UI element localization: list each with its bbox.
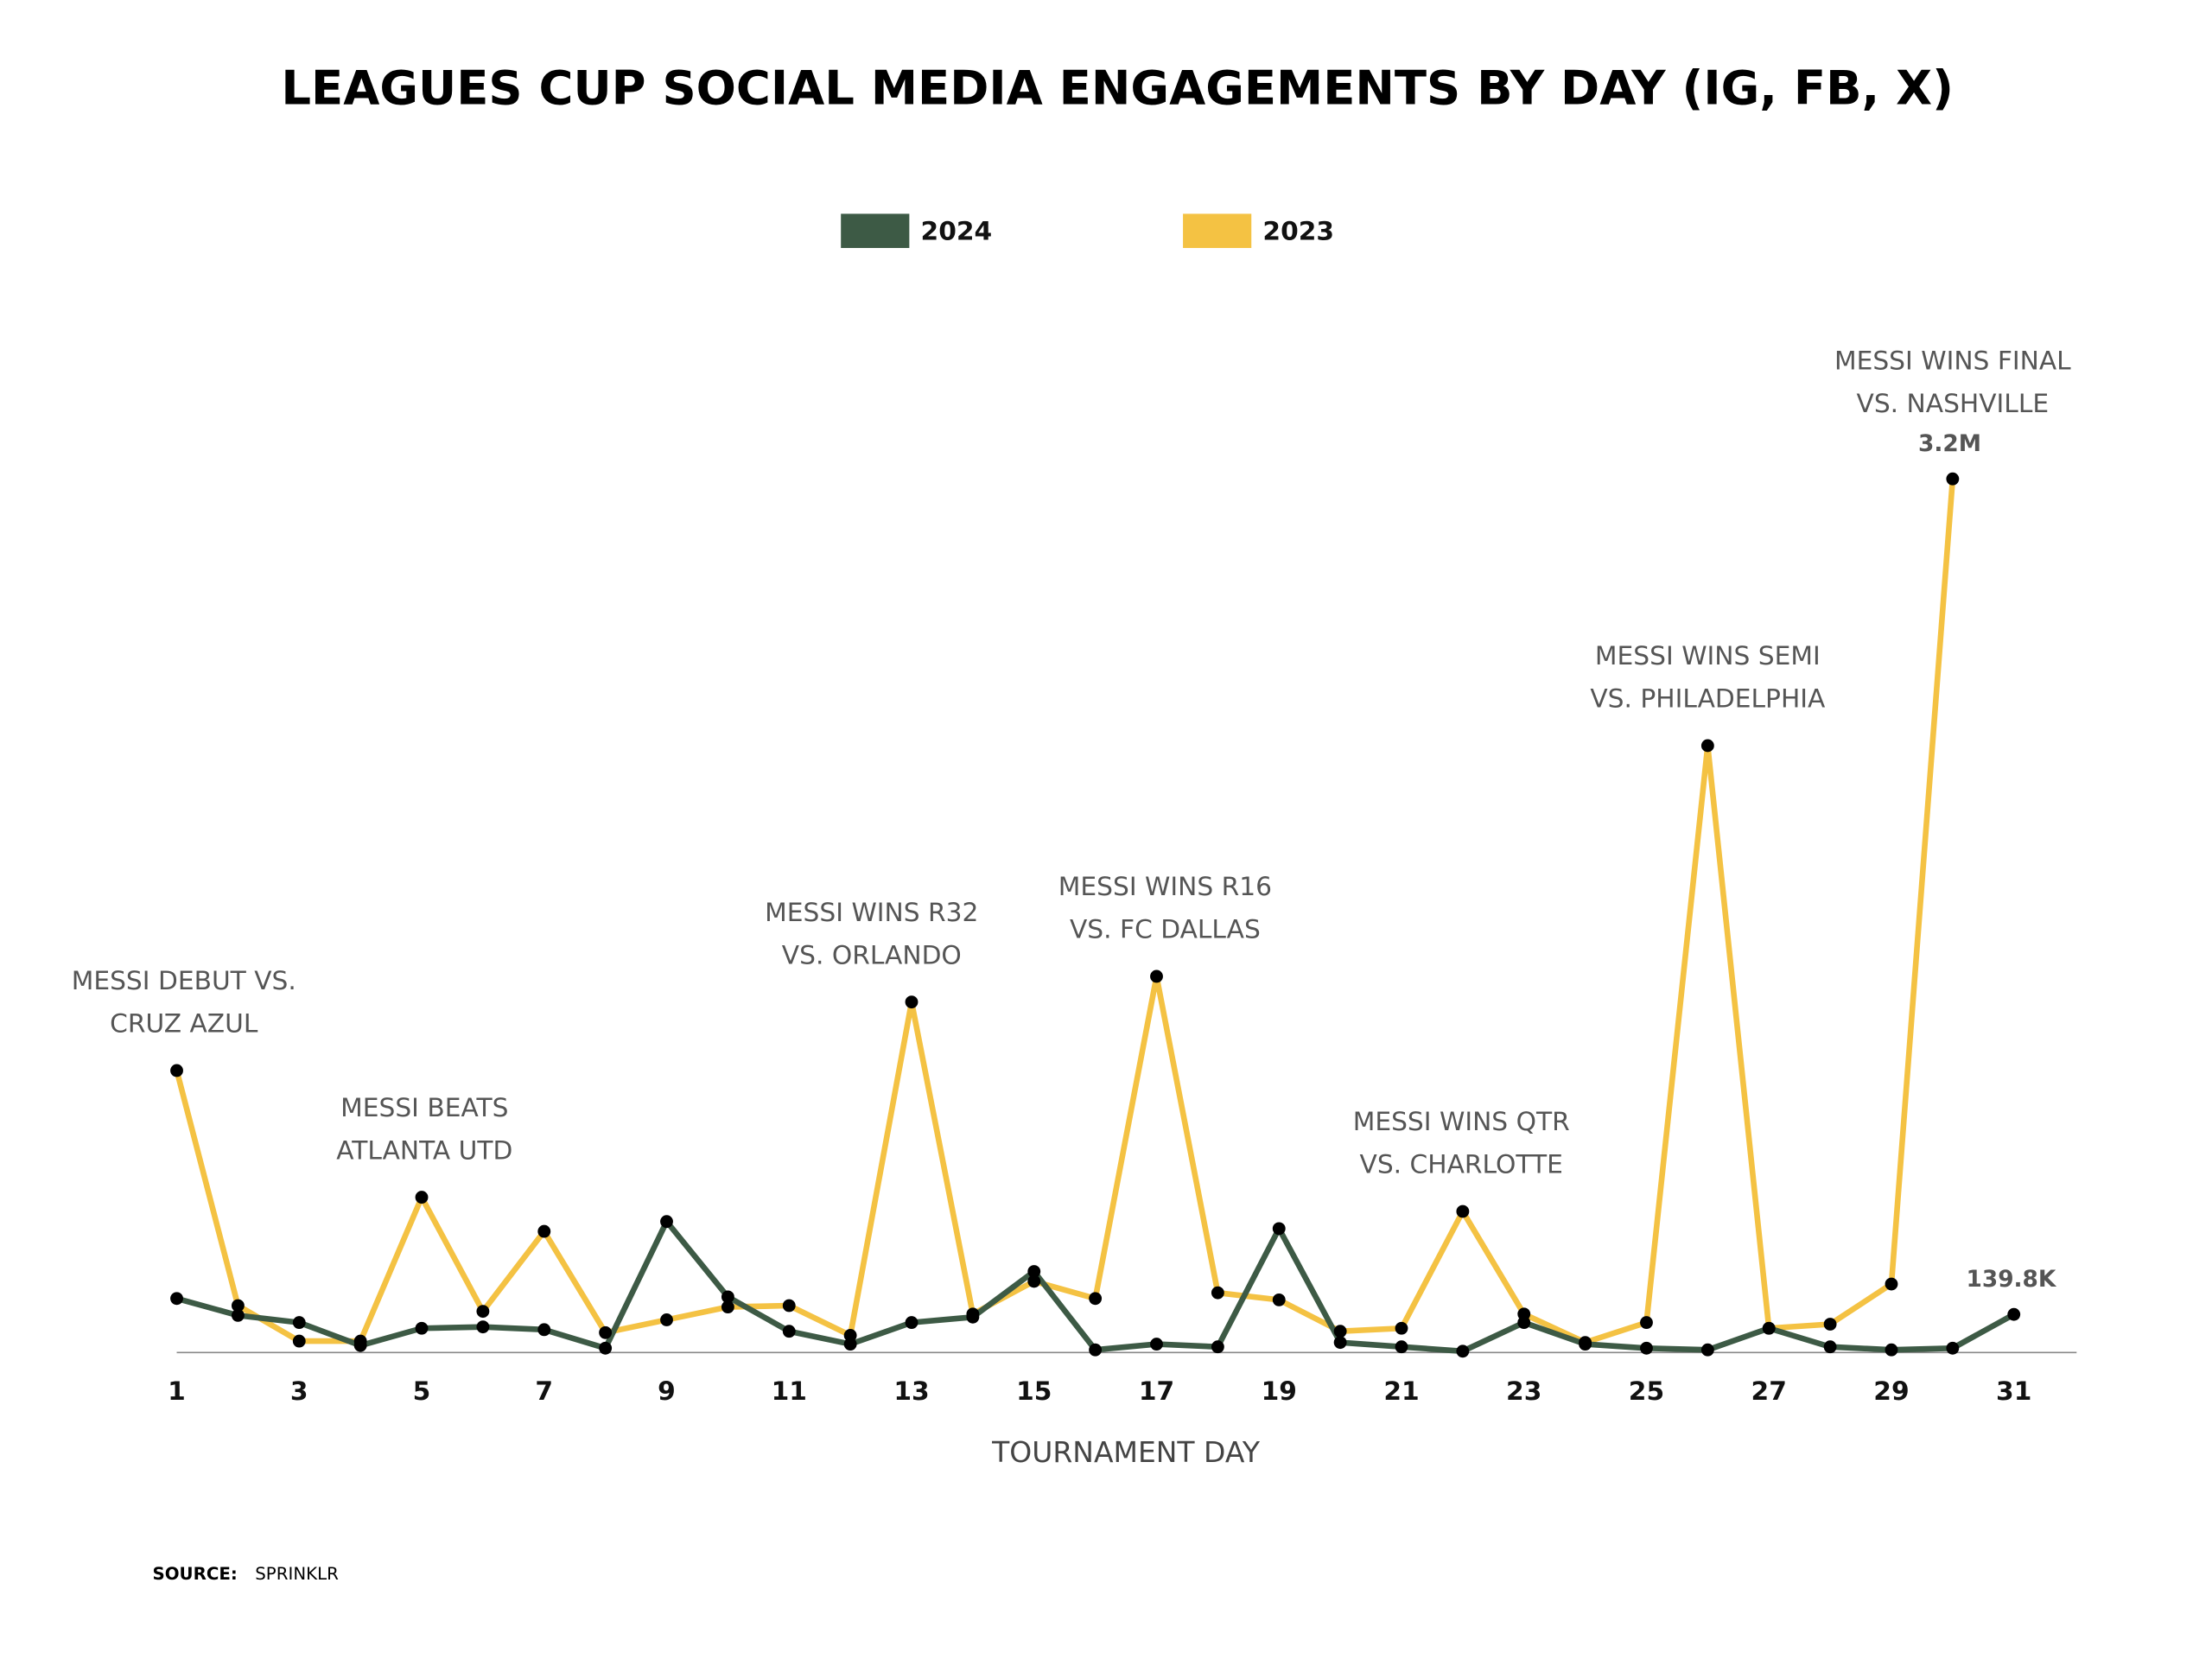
annotation: MESSI WINS R32	[765, 898, 978, 928]
source: SPRINKLR	[255, 1564, 339, 1584]
data-point	[476, 1305, 490, 1319]
x-tick-label: 27	[1751, 1376, 1787, 1407]
series-line	[174, 478, 1956, 1345]
data-point	[1579, 1336, 1592, 1350]
data-point	[966, 1307, 980, 1321]
x-tick-label: 5	[413, 1376, 431, 1407]
data-point	[721, 1300, 734, 1314]
data-point	[231, 1308, 245, 1322]
data-point	[1456, 1205, 1470, 1218]
data-point	[170, 1064, 183, 1077]
data-point	[292, 1334, 306, 1348]
data-point	[1700, 739, 1714, 753]
data-point	[660, 1215, 673, 1229]
data-point	[231, 1299, 245, 1313]
data-point	[782, 1299, 796, 1313]
chart-title: LEAGUES CUP SOCIAL MEDIA ENGAGEMENTS BY …	[281, 60, 1954, 116]
data-point	[1885, 1277, 1898, 1291]
data-point	[415, 1191, 429, 1204]
annotation: MESSI DEBUT VS.	[72, 966, 296, 996]
annotation: ATLANTA UTD	[336, 1135, 512, 1166]
data-point	[1517, 1307, 1531, 1321]
data-point	[1456, 1344, 1470, 1358]
x-tick-label: 25	[1629, 1376, 1664, 1407]
data-point	[1272, 1293, 1286, 1306]
data-point	[353, 1334, 367, 1348]
data-point	[1946, 1341, 1960, 1355]
value-label: 139.8K	[1966, 1267, 2056, 1293]
data-point	[599, 1325, 613, 1339]
x-tick-label: 11	[772, 1376, 807, 1407]
data-point	[1150, 969, 1163, 983]
data-point	[1640, 1316, 1653, 1330]
data-point	[1946, 472, 1960, 486]
annotation: VS. NASHVILLE	[1857, 389, 2050, 419]
data-point	[1823, 1340, 1837, 1354]
data-point	[1395, 1321, 1408, 1335]
data-point	[660, 1313, 673, 1326]
x-tick-label: 9	[658, 1376, 676, 1407]
x-tick-label: 17	[1139, 1376, 1174, 1407]
x-tick-label: 7	[535, 1376, 553, 1407]
annotation: VS. CHARLOTTE	[1360, 1150, 1563, 1180]
annotation: MESSI WINS FINAL	[1834, 346, 2071, 376]
data-point	[476, 1320, 490, 1334]
data-point	[1640, 1341, 1653, 1355]
annotation: MESSI BEATS	[340, 1093, 508, 1123]
data-point	[537, 1224, 551, 1238]
legend-swatch	[841, 213, 910, 249]
x-tick-label: 13	[893, 1376, 929, 1407]
annotation: MESSI WINS QTR	[1353, 1107, 1570, 1137]
data-point	[905, 1316, 918, 1330]
annotation: MESSI WINS SEMI	[1595, 641, 1821, 671]
annotation: VS. PHILADELPHIA	[1590, 684, 1826, 715]
data-point	[292, 1316, 306, 1330]
legend-swatch	[1183, 213, 1252, 249]
annotation: VS. FC DALLAS	[1070, 915, 1261, 945]
data-point	[2007, 1307, 2021, 1321]
x-tick-label: 31	[1996, 1376, 2031, 1407]
data-point	[721, 1290, 734, 1304]
data-point	[537, 1323, 551, 1337]
data-point	[1762, 1321, 1776, 1335]
data-point	[1027, 1265, 1041, 1278]
data-point	[1211, 1286, 1224, 1300]
data-point	[1027, 1274, 1041, 1288]
x-tick-label: 21	[1383, 1376, 1419, 1407]
data-point	[170, 1292, 183, 1306]
data-point	[1823, 1318, 1837, 1331]
data-point	[1885, 1343, 1898, 1357]
data-point	[1150, 1338, 1163, 1351]
x-tick-label: 29	[1873, 1376, 1909, 1407]
data-point	[1333, 1336, 1347, 1350]
data-point	[1211, 1340, 1224, 1354]
data-point	[415, 1321, 429, 1335]
x-tick-label: 1	[168, 1376, 186, 1407]
x-tick-label: 23	[1506, 1376, 1541, 1407]
source-label: SOURCE:	[152, 1564, 237, 1584]
data-point	[599, 1341, 613, 1355]
data-point	[1333, 1325, 1347, 1338]
data-point	[1089, 1343, 1103, 1357]
x-axis-label: TOURNAMENT DAY	[991, 1435, 1261, 1469]
legend-label: 2024	[921, 216, 993, 246]
data-point	[843, 1329, 857, 1342]
data-point	[1272, 1222, 1286, 1236]
data-point	[1089, 1292, 1103, 1306]
data-point	[905, 995, 918, 1009]
x-tick-label: 19	[1262, 1376, 1297, 1407]
x-tick-label: 15	[1016, 1376, 1052, 1407]
annotation: VS. ORLANDO	[782, 940, 962, 970]
annotation: MESSI WINS R16	[1058, 872, 1272, 902]
value-label: 3.2M	[1918, 431, 1981, 457]
annotation: CRUZ AZUL	[110, 1009, 258, 1039]
x-tick-label: 3	[290, 1376, 308, 1407]
data-point	[782, 1325, 796, 1338]
data-point	[1395, 1340, 1408, 1354]
legend-label: 2023	[1262, 216, 1334, 246]
data-point	[1700, 1343, 1714, 1357]
